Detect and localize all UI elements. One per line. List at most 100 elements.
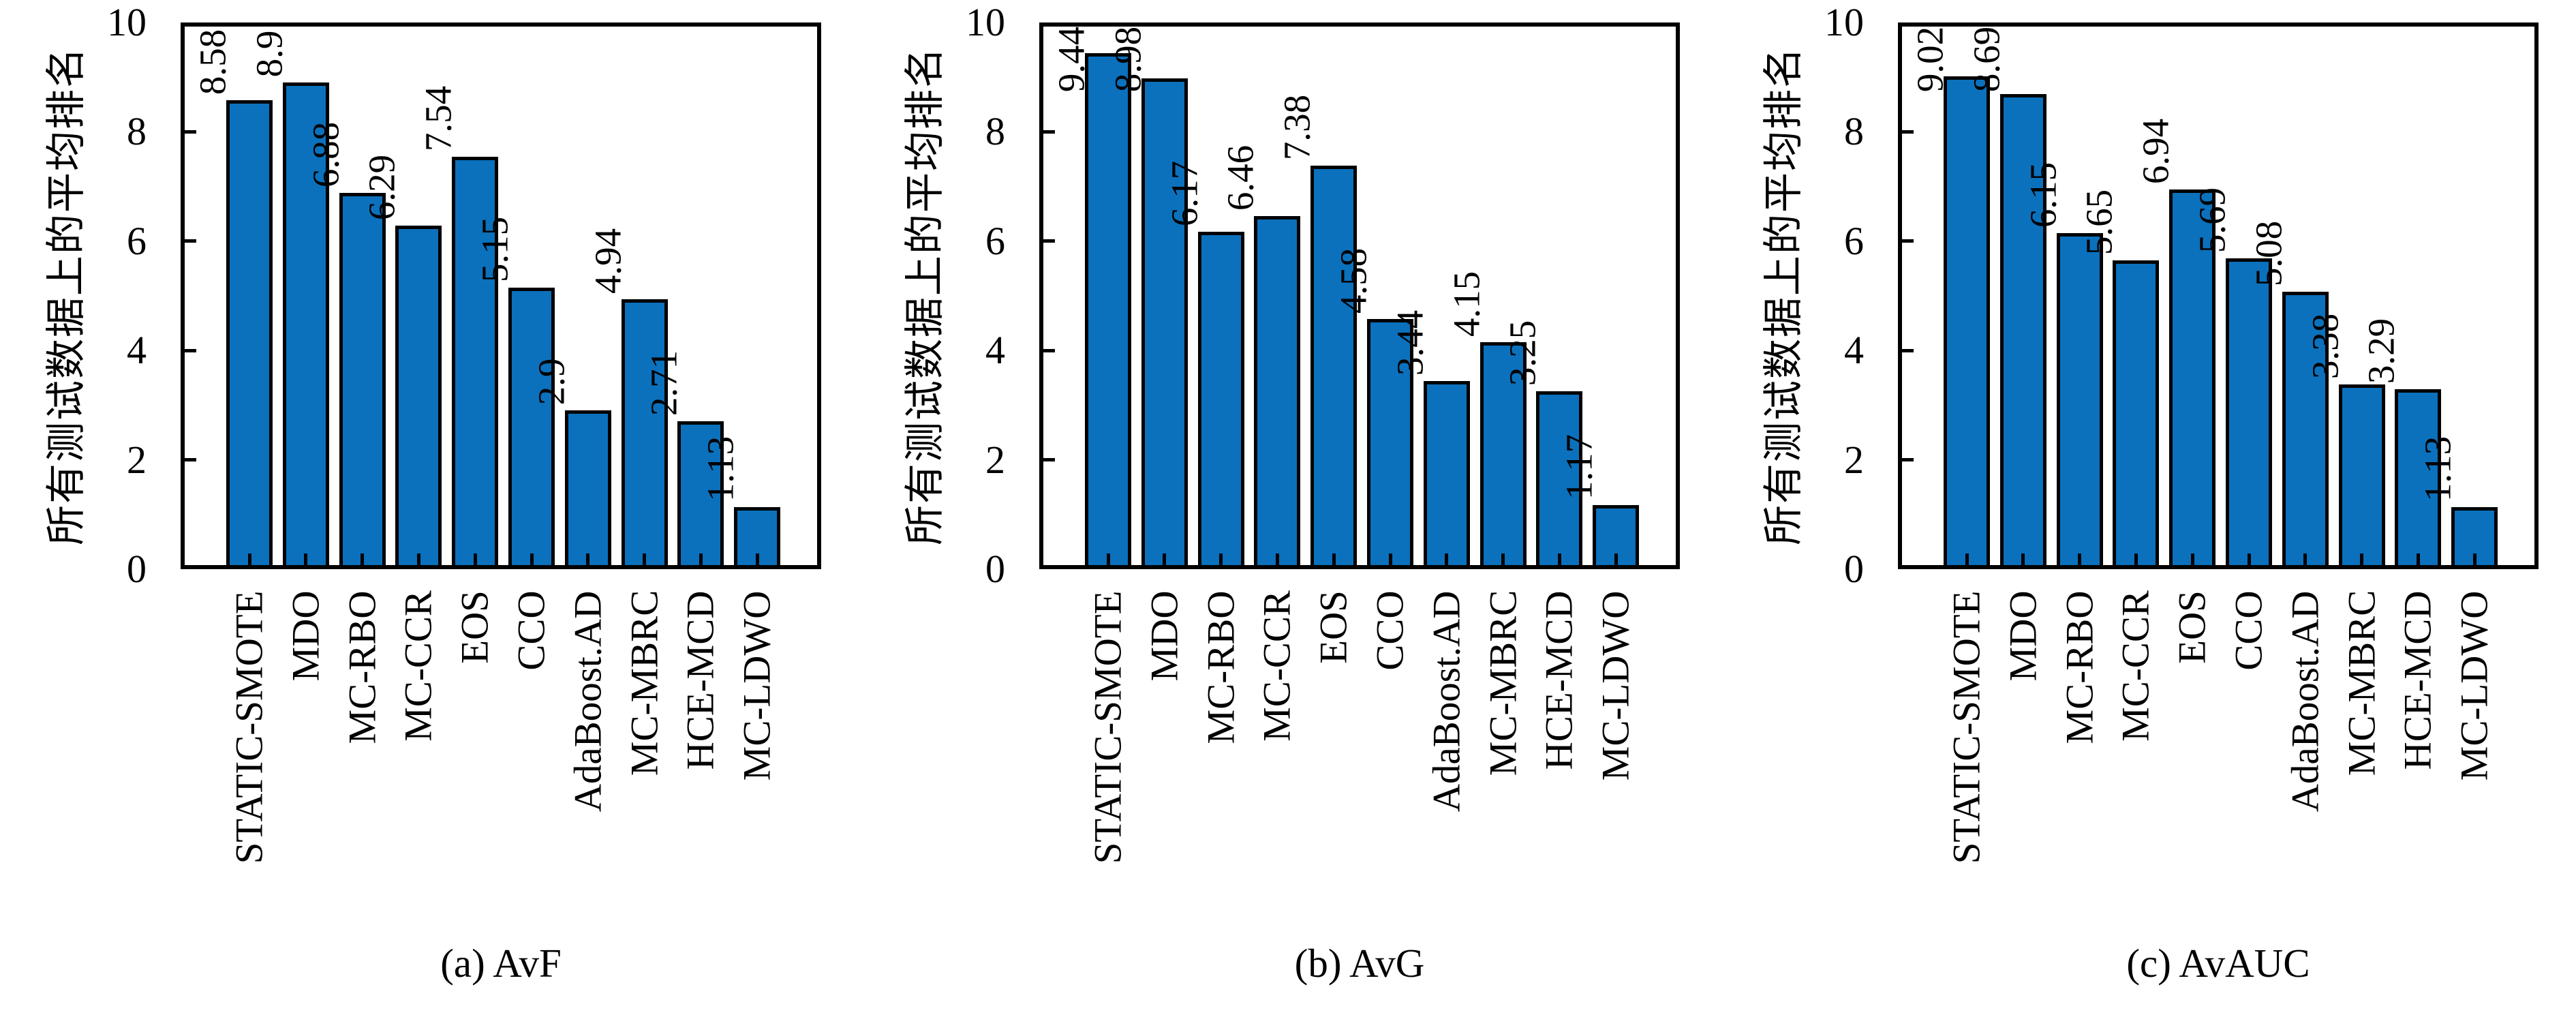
x-tick-mark (1106, 553, 1110, 565)
x-tick-label: MC-CCR (2114, 590, 2158, 742)
bar (2169, 189, 2216, 569)
x-tick-mark (2247, 553, 2251, 565)
x-tick-mark (1557, 553, 1561, 565)
chart-avauc: 所有测试数据上的平均排名 (c) AvAUC 0 2 4 6 8 10 9.02 8.69 6.… (1717, 0, 2576, 1017)
x-tick-label: MC-LDWO (2453, 590, 2496, 780)
y-tick-label: 4 (1844, 328, 1864, 373)
bar-value-label: 1.13 (2417, 436, 2459, 502)
x-tick-mark (2360, 553, 2364, 565)
bar-value-label: 2.9 (530, 358, 572, 406)
y-tick-label: 8 (1844, 109, 1864, 154)
y-tick-label: 0 (985, 547, 1005, 591)
bar (1999, 94, 2046, 569)
plot-area (1039, 22, 1680, 569)
y-tick-mark (1043, 348, 1055, 352)
bar (395, 226, 442, 569)
bar-value-label: 7.54 (417, 86, 459, 152)
axis-frame-left (1898, 22, 1902, 569)
x-tick-label: MC-CCR (397, 590, 440, 742)
y-tick-label: 4 (985, 328, 1005, 373)
y-tick-mark (1902, 239, 1914, 243)
caption: (a) AvF (440, 941, 562, 986)
x-tick-label: MC-MBRC (2340, 590, 2384, 776)
y-tick-label: 8 (985, 109, 1005, 154)
x-tick-label: MC-RBO (1199, 590, 1243, 744)
x-tick-mark (1614, 553, 1618, 565)
x-tick-mark (699, 553, 703, 565)
bar (564, 410, 611, 569)
bar-value-label: 6.88 (305, 122, 347, 188)
bar-value-label: 3.29 (2360, 318, 2402, 384)
y-tick-mark (1043, 130, 1055, 134)
axis-frame-left (1039, 22, 1043, 569)
x-tick-label: EOS (2171, 590, 2214, 664)
y-tick-mark (1043, 239, 1055, 243)
bar (1085, 53, 1131, 569)
x-tick-label: HCE-MCD (679, 590, 722, 770)
y-tick-label: 6 (1844, 218, 1864, 263)
x-tick-mark (1965, 553, 1969, 565)
y-tick-mark (185, 348, 196, 352)
bar (339, 193, 386, 569)
axis-frame-top (181, 22, 821, 27)
bar-value-label: 8.69 (1965, 26, 2008, 93)
bar (1197, 232, 1244, 569)
bar (226, 100, 273, 569)
y-tick-label: 10 (107, 0, 147, 44)
x-tick-mark (755, 553, 759, 565)
y-tick-label: 0 (1844, 547, 1864, 591)
plot-area (181, 22, 821, 569)
y-tick-label: 10 (1824, 0, 1864, 44)
x-tick-label: MC-LDWO (735, 590, 779, 780)
x-tick-label: MC-MBRC (623, 590, 666, 776)
y-tick-mark (1043, 458, 1055, 462)
axis-frame-right (2534, 22, 2539, 569)
x-tick-label: STATIC-SMOTE (1086, 590, 1130, 864)
x-tick-label: MC-CCR (1255, 590, 1299, 742)
bar (621, 299, 668, 569)
chart-avf: 所有测试数据上的平均排名 (a) AvF 0 2 4 6 8 10 8.58 8.9 6.88 6… (0, 0, 859, 1017)
bar-value-label: 1.13 (699, 436, 741, 502)
bar (2113, 260, 2160, 569)
bar (2226, 258, 2272, 569)
x-tick-mark (2190, 553, 2194, 565)
bar (1423, 381, 1470, 569)
bar-value-label: 2.71 (643, 350, 685, 416)
y-tick-label: 2 (127, 437, 147, 482)
bar (1944, 76, 1990, 569)
x-tick-mark (304, 553, 308, 565)
bar (1479, 342, 1527, 569)
x-tick-mark (1332, 553, 1336, 565)
bar-value-label: 5.69 (2191, 187, 2233, 253)
x-tick-mark (1445, 553, 1449, 565)
bar-value-label: 4.58 (1332, 247, 1375, 314)
x-tick-label: STATIC-SMOTE (228, 590, 271, 864)
x-tick-label: MDO (2002, 590, 2045, 682)
x-tick-mark (1163, 553, 1167, 565)
bar-value-label: 3.38 (2304, 313, 2346, 380)
bar (2338, 384, 2385, 569)
y-tick-label: 2 (1844, 437, 1864, 482)
x-tick-label: STATIC-SMOTE (1945, 590, 1989, 864)
x-tick-label: CCO (2227, 590, 2271, 671)
x-tick-label: MDO (1143, 590, 1186, 682)
bar (2056, 233, 2103, 569)
x-tick-label: HCE-MCD (1537, 590, 1581, 770)
x-tick-mark (473, 553, 477, 565)
x-tick-mark (2472, 553, 2477, 565)
x-tick-mark (1388, 553, 1392, 565)
y-tick-label: 10 (966, 0, 1005, 44)
x-tick-mark (2416, 553, 2420, 565)
bar-value-label: 8.58 (191, 29, 234, 95)
axis-frame-right (1676, 22, 1680, 569)
x-tick-mark (586, 553, 590, 565)
axis-frame-left (181, 22, 185, 569)
x-tick-mark (1501, 553, 1505, 565)
caption: (b) AvG (1294, 941, 1425, 986)
bar-value-label: 6.94 (2134, 119, 2177, 185)
bar (2282, 292, 2329, 569)
bar (1254, 216, 1301, 569)
x-tick-mark (1275, 553, 1279, 565)
x-tick-label: MC-RBO (2058, 590, 2102, 744)
